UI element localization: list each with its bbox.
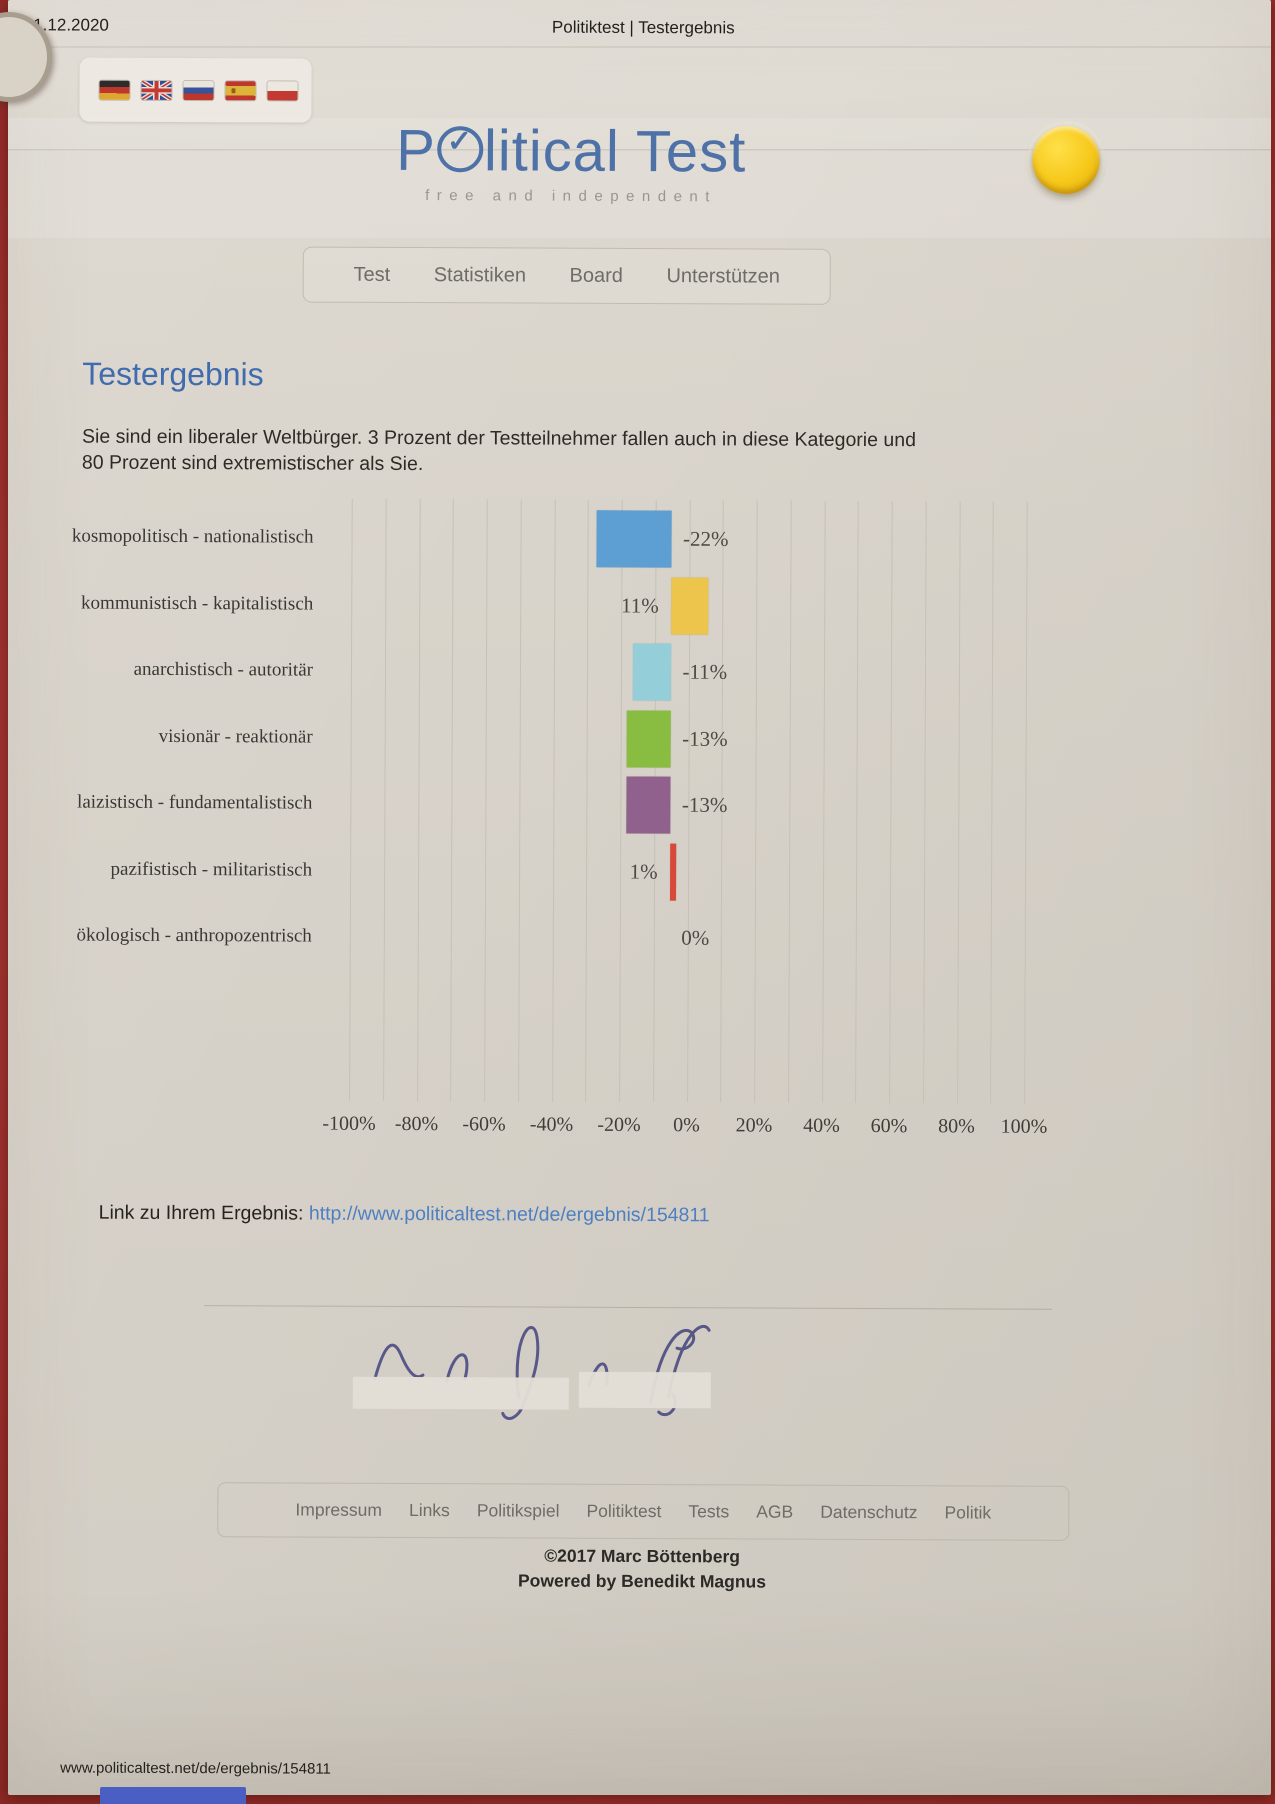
copyright-text: ©2017 Marc Böttenberg: [544, 1545, 741, 1567]
bar-value-label: -13%: [681, 792, 728, 818]
chart-plot-cell: 1%: [332, 837, 1007, 906]
footer-link-links[interactable]: Links: [408, 1500, 450, 1521]
axis-tick-label: -40%: [529, 1113, 574, 1136]
site-logo[interactable]: P ✓ litical Test: [396, 117, 747, 185]
chart-bar: [625, 776, 671, 834]
bar-value-label: 0%: [681, 925, 710, 951]
chart-bar: [633, 643, 671, 701]
bar-value-label: 11%: [621, 593, 659, 618]
axis-tick-label: 40%: [803, 1114, 840, 1137]
category-label: anarchistisch - autoritär: [133, 659, 314, 681]
chart-plot-cell: 0%: [332, 904, 1007, 973]
category-label: ökologisch - anthropozentrisch: [76, 924, 312, 947]
chart-row: pazifistisch - militaristisch 1%: [70, 836, 1025, 907]
german-flag-icon[interactable]: [99, 80, 130, 100]
footer-link-politiktest[interactable]: Politiktest: [586, 1500, 662, 1522]
nav-item-test[interactable]: Test: [353, 263, 391, 286]
chart-row: anarchistisch - autoritär -11%: [71, 637, 1026, 708]
chart-bar: [626, 710, 671, 768]
chart-bar: [596, 510, 672, 568]
axis-tick-label: 20%: [735, 1114, 773, 1137]
print-url: www.politicaltest.net/de/ergebnis/154811: [60, 1759, 331, 1778]
axis-tick-label: -100%: [322, 1112, 376, 1135]
chart-rows: kosmopolitisch - nationalistisch -22% komm…: [70, 504, 1027, 974]
check-circle-icon: ✓: [436, 125, 484, 173]
axis-tick-label: 60%: [870, 1115, 908, 1138]
bar-value-label: 1%: [629, 859, 658, 884]
print-page-title: Politiktest | Testergebnis: [551, 17, 735, 38]
bar-value-label: -22%: [683, 526, 729, 552]
chart-row: ökologisch - anthropozentrisch 0%: [70, 903, 1025, 974]
footer-link-impressum[interactable]: Impressum: [295, 1499, 383, 1520]
chart-row: laizistisch - fundamentalistisch -13%: [70, 770, 1025, 841]
result-bar-chart: kosmopolitisch - nationalistisch -22% komm…: [69, 496, 1047, 1160]
footer-link-datenschutz[interactable]: Datenschutz: [820, 1501, 918, 1523]
category-label: kosmopolitisch - nationalistisch: [71, 525, 314, 548]
footer-link-politikspiel[interactable]: Politikspiel: [476, 1500, 560, 1521]
chart-plot-cell: 11%: [333, 571, 1008, 640]
axis-tick-label: 0%: [673, 1114, 700, 1137]
footer-link-politik[interactable]: Politik: [944, 1502, 992, 1523]
page-title: Testergebnis: [82, 355, 264, 393]
chart-bar: [670, 577, 709, 635]
chart-plot-cell: -13%: [333, 704, 1008, 773]
chart-x-axis: -100% -80% -60% -40% -20% 0% 20% 40% 60% 80% 100%: [322, 1112, 1047, 1146]
axis-tick-label: -20%: [597, 1113, 641, 1137]
powered-by-text: Powered by Benedikt Magnus: [517, 1570, 767, 1592]
footer-link-tests[interactable]: Tests: [688, 1501, 730, 1522]
blue-object-edge: [100, 1787, 246, 1804]
result-link[interactable]: http://www.politicaltest.net/de/ergebnis…: [308, 1202, 710, 1227]
category-label: laizistisch - fundamentalistisch: [77, 791, 313, 814]
category-label: visionär - reaktionär: [158, 725, 313, 748]
russian-flag-icon[interactable]: [183, 80, 214, 100]
nav-item-board[interactable]: Board: [569, 264, 623, 287]
bar-value-label: -13%: [682, 726, 728, 751]
nav-item-unterstützen[interactable]: Unterstützen: [666, 264, 780, 288]
footer-nav: Impressum Links Politikspiel Politiktest Tes…: [217, 1482, 1070, 1541]
printed-page: 31.12.2020 Politiktest | Testergebnis P ✓…: [8, 0, 1271, 1795]
result-link-label: Link zu Ihrem Ergebnis:: [98, 1201, 304, 1225]
language-selector: [79, 57, 312, 123]
chart-row: kosmopolitisch - nationalistisch -22%: [71, 504, 1026, 575]
axis-tick-label: -80%: [394, 1112, 439, 1136]
axis-tick-label: 100%: [1000, 1115, 1048, 1138]
axis-tick-label: -60%: [462, 1113, 506, 1136]
handwritten-signature: [352, 1324, 711, 1420]
footer-link-agb[interactable]: AGB: [756, 1501, 794, 1522]
axis-tick-label: 80%: [938, 1115, 975, 1138]
spanish-flag-icon[interactable]: [225, 80, 256, 100]
polish-flag-icon[interactable]: [267, 80, 298, 101]
result-link-line: Link zu Ihrem Ergebnis: http://www.polit…: [99, 1202, 710, 1228]
chart-row: visionär - reaktionär -13%: [71, 703, 1026, 774]
nav-item-statistiken[interactable]: Statistiken: [433, 263, 527, 286]
uk-flag-icon[interactable]: [141, 80, 172, 100]
yellow-push-pin: [1032, 126, 1100, 194]
bar-value-label: -11%: [682, 659, 728, 685]
chart-row: kommunistisch - kapitalistisch 11%: [71, 570, 1026, 641]
chart-plot-cell: -22%: [333, 505, 1008, 574]
chart-plot-cell: -11%: [333, 638, 1008, 707]
chart-bar: [669, 843, 676, 901]
site-slogan: free and independent: [425, 187, 717, 206]
category-label: pazifistisch - militaristisch: [110, 858, 313, 881]
chart-plot-cell: -13%: [332, 771, 1007, 840]
category-label: kommunistisch - kapitalistisch: [81, 592, 314, 615]
main-nav: Test Statistiken Board Unterstützen: [302, 246, 831, 305]
result-description: Sie sind ein liberaler Weltbürger. 3 Pro…: [81, 425, 916, 476]
